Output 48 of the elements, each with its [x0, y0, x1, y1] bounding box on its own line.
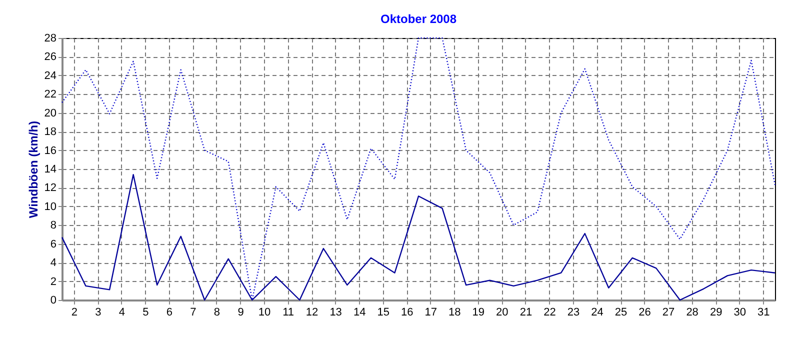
y-tick-label: 8: [50, 220, 56, 232]
y-tick-label: 10: [44, 200, 56, 213]
x-tick-label: 24: [591, 306, 604, 318]
x-tick-label: 2: [71, 306, 78, 318]
y-tick-label: 20: [44, 107, 56, 120]
x-tick-label: 17: [424, 306, 438, 318]
x-tick-label: 12: [306, 306, 318, 318]
y-tick-label: 26: [44, 51, 56, 64]
y-tick-label: 12: [44, 182, 56, 194]
x-tick-label: 21: [520, 306, 532, 318]
y-tick-label: 4: [50, 257, 56, 270]
x-tick-label: 25: [614, 306, 628, 318]
x-tick-label: 29: [710, 306, 722, 318]
x-tick-label: 10: [258, 306, 271, 318]
x-tick-label: 22: [544, 306, 556, 318]
x-tick-label: 23: [567, 306, 580, 318]
y-axis-title: Windböen (km/h): [26, 120, 40, 218]
x-tick-label: 27: [662, 306, 675, 318]
x-tick-label: 31: [757, 306, 770, 318]
line-series: [61, 37, 776, 301]
x-tick-label: 7: [190, 306, 196, 318]
chart-title: Oktober 2008: [380, 12, 457, 26]
x-tick-label: 8: [214, 306, 220, 318]
x-tick-label: 3: [95, 306, 102, 318]
x-tick-label: 30: [734, 306, 746, 318]
y-tick-label: 24: [44, 70, 56, 82]
x-tick-label: 26: [638, 306, 651, 318]
x-tick-label: 14: [353, 306, 366, 318]
y-tick-label: 22: [44, 88, 56, 101]
x-tick-label: 9: [238, 306, 244, 318]
x-tick-label: 20: [496, 306, 508, 318]
x-tick-label: 11: [282, 306, 294, 318]
x-tick-label: 5: [142, 306, 149, 318]
y-tick-label: 6: [50, 238, 56, 250]
y-tick-label: 0: [50, 294, 56, 306]
y-tick-label: 2: [50, 276, 56, 288]
x-tick-label: 28: [686, 306, 698, 318]
x-tick-label: 6: [166, 306, 173, 318]
x-tick-label: 19: [472, 306, 485, 318]
x-tick-label: 16: [400, 306, 414, 318]
x-tick-label: 4: [118, 306, 125, 318]
x-tick-label: 18: [448, 306, 461, 318]
y-tick-label: 18: [44, 126, 56, 138]
x-tick-label: 13: [330, 306, 342, 318]
y-tick-label: 14: [44, 164, 56, 176]
x-tick-label: 15: [377, 306, 390, 318]
y-tick-label: 28: [44, 32, 56, 44]
y-tick-label: 16: [44, 144, 56, 157]
